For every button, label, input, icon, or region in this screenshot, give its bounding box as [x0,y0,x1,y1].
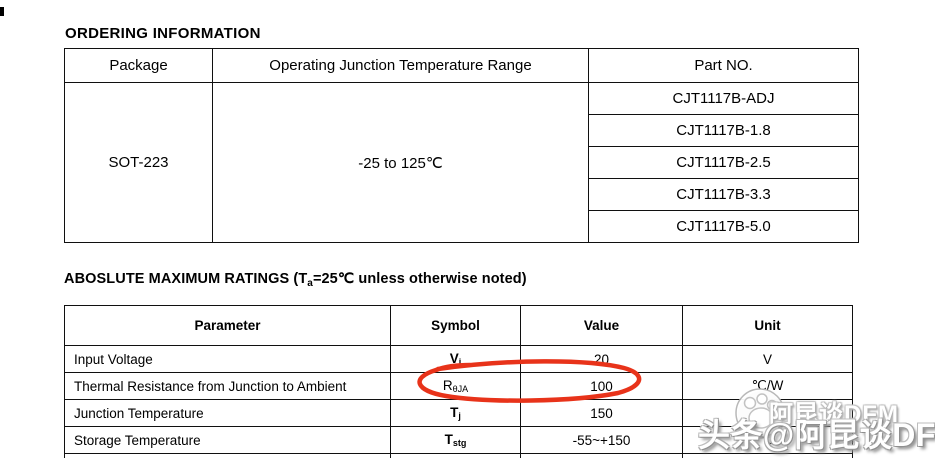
header-value: Value [520,305,683,346]
symbol-cell: Tj [390,399,521,427]
symbol-cell: Tstg [390,426,521,454]
part-no-cell: CJT1117B-3.3 [588,178,859,211]
unit-cell: V [682,345,853,373]
heading-pre: ABOSLUTE MAXIMUM RATINGS (T [64,271,308,287]
ordering-information-heading: ORDERING INFORMATION [65,25,261,42]
symbol-sub: stg [452,438,467,448]
parameter-cell: Storage Temperature [64,426,391,454]
part-no-cell: CJT1117B-2.5 [588,146,859,179]
header-symbol: Symbol [390,305,521,346]
symbol-sub: j [458,411,461,421]
ordering-table-header-row: Package Operating Junction Temperature R… [64,48,859,83]
header-part-no: Part NO. [588,48,859,83]
symbol-cell: Vi [390,345,521,373]
symbol-cell: RθJA [390,372,521,400]
header-unit: Unit [682,305,853,346]
parameter-cell: Junction Temperature [64,399,391,427]
symbol-base: T [444,432,453,447]
watermark-large-text: 头条@阿昆谈DFM [698,417,935,453]
absolute-maximum-ratings-heading: ABOSLUTE MAXIMUM RATINGS (Ta=25℃ unless … [64,271,527,289]
table-row: CJT1117B-5.0 [65,210,859,243]
header-parameter: Parameter [64,305,391,346]
header-package: Package [64,48,213,83]
value-cell: -55~+150 [520,426,683,454]
parameter-cell: Input Voltage [64,345,391,373]
package-cell: SOT-223 [64,82,213,243]
symbol-cell: T [390,453,521,458]
watermark-small-text: 阿昆谈DFM [769,401,899,428]
table-row: Junction Temperature Tj 150 ℃ [64,399,853,427]
part-no-cell: CJT1117B-5.0 [588,210,859,243]
heading-subscript: a [307,278,313,289]
part-no-cell: CJT1117B-ADJ [588,82,859,115]
header-temp-range: Operating Junction Temperature Range [212,48,589,83]
symbol-base: R [442,378,453,393]
heading-post: =25℃ unless otherwise noted) [312,271,527,287]
unit-cell: ℃ [682,453,853,458]
watermark-logo-icon [735,388,786,439]
table-row: Input Voltage Vi 20 V [64,345,853,373]
page-edge-mark [0,7,4,16]
ordering-information-table: Package Operating Junction Temperature R… [64,48,859,243]
value-cell: 260 [520,453,683,458]
parameter-cell: Thermal Resistance from Junction to Ambi… [64,372,391,400]
symbol-base: V [449,351,459,366]
symbol-sub: θJA [452,384,469,394]
value-cell: 100 [520,372,683,400]
table-row: CJT1117B-1.8 [65,114,859,147]
temp-range-cell: -25 to 125℃ [212,82,589,243]
maximum-ratings-table: Parameter Symbol Value Unit Input Voltag… [64,305,853,458]
value-cell: 20 [520,345,683,373]
value-cell: 150 [520,399,683,427]
symbol-base: T [450,405,459,420]
part-no-cell: CJT1117B-1.8 [588,114,859,147]
table-row-partial: Lead Temperature (Soldering 10s) T 260 ℃ [64,453,853,458]
table-row: SOT-223 -25 to 125℃ CJT1117B-ADJ [64,82,859,243]
symbol-sub: i [458,357,462,367]
ratings-table-header-row: Parameter Symbol Value Unit [64,305,853,346]
parameter-cell: Lead Temperature (Soldering 10s) [64,453,391,458]
table-row: CJT1117B-2.5 [65,146,859,179]
